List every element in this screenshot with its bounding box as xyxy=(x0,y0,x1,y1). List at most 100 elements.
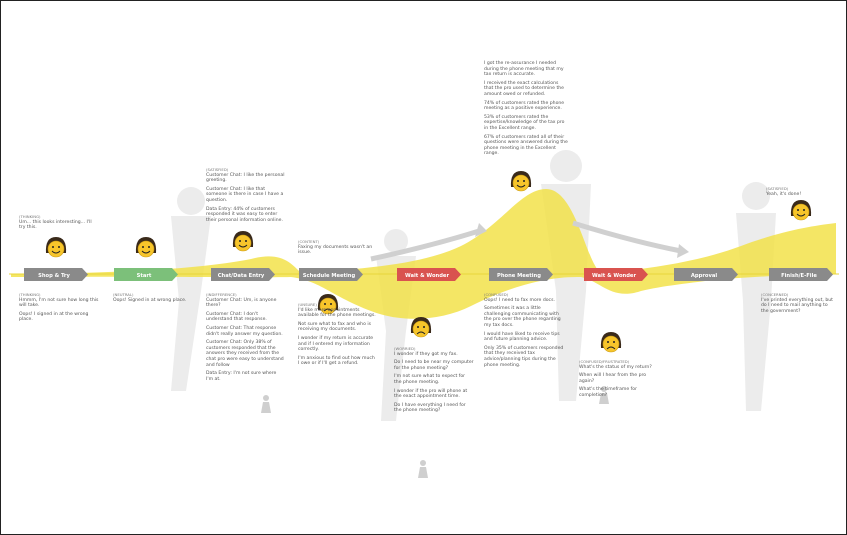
note: (CONFUSED) Oops! I need to fax more docs.… xyxy=(484,292,566,371)
eye xyxy=(52,246,54,248)
stage-label: Phone Meeting xyxy=(497,273,541,279)
note: (UNSURE) I'd like more appointments avail… xyxy=(298,302,376,370)
note-line: I wonder if they got my fax. xyxy=(394,351,458,357)
arrow xyxy=(370,228,480,262)
arrow-head xyxy=(677,244,689,258)
stage-chevron xyxy=(769,268,833,281)
note-line: I wonder if my return is accurate and if… xyxy=(298,335,374,353)
face xyxy=(512,174,530,192)
stage-label: Shop & Try xyxy=(38,273,70,279)
stage-chevron xyxy=(584,268,648,281)
face xyxy=(137,240,155,258)
note-line: Customer Chat: That response didn't real… xyxy=(206,325,283,337)
note-line: Um... this looks interesting... I'll try… xyxy=(19,219,92,231)
mood-tag: (THINKING) xyxy=(19,292,41,297)
mood-tag: (SATISFIED) xyxy=(206,167,229,172)
note-line: Sometimes it was a little challenging co… xyxy=(484,306,561,328)
note-line: When will I hear from the pro again? xyxy=(579,373,647,384)
note-line: I would have liked to receive tips and f… xyxy=(484,331,560,343)
note-line: Customer Chat: I don't understand that r… xyxy=(206,311,267,323)
mood-tag: (CONFUSED) xyxy=(484,292,509,297)
note: (WORRIED) I wonder if they got my fax. Do … xyxy=(394,346,474,417)
mood-tag: (CONCERNED) xyxy=(761,292,789,297)
note-line: Do I have everything I need for the phon… xyxy=(394,402,466,414)
note-line: Oops! I signed in at the wrong place. xyxy=(19,311,89,323)
note: (CONFUSED/FRUSTRATED) What's the status o… xyxy=(579,359,657,402)
note-line: Customer Chat: Um, is anyone there? xyxy=(206,297,277,309)
face xyxy=(47,240,65,258)
arrow xyxy=(572,220,682,254)
note-line: Oops! I need to fax more docs. xyxy=(484,297,555,303)
mouth xyxy=(323,308,333,312)
note-line: I got the re-assurance I needed during t… xyxy=(484,61,564,78)
note-line: Yeah, it's done! xyxy=(766,191,802,197)
note: (CONCERNED) I've printed everything out, … xyxy=(761,292,833,317)
stage-label: Finish/E-File xyxy=(781,273,817,279)
mood-tag: (UNSURE) xyxy=(298,302,317,307)
note-line: Not sure what to fax and who is receivin… xyxy=(298,321,372,333)
eye xyxy=(423,326,425,328)
note-line: 74% of customers rated the phone meeting… xyxy=(484,100,565,112)
stage-chevron xyxy=(397,268,461,281)
eye xyxy=(239,240,241,242)
arrow-head xyxy=(475,223,487,237)
stage-label: Wait & Wonder xyxy=(592,273,636,279)
stage-label: Approval xyxy=(691,273,717,279)
eye xyxy=(613,341,615,343)
mouth xyxy=(416,331,426,335)
note: (SATISFIED) Yeah, it's done! xyxy=(766,186,828,200)
mood-tag: (WORRIED) xyxy=(394,346,416,351)
mouth xyxy=(238,244,248,248)
eye xyxy=(417,326,419,328)
note-line: I'm anxious to find out how much I owe o… xyxy=(298,355,375,367)
stage-chevron xyxy=(489,268,553,281)
note-line: I'm not sure what to expect for the phon… xyxy=(394,374,466,385)
note-line: Customer Chat: I like the personal greet… xyxy=(206,172,285,184)
mood-tag: (THINKING) xyxy=(19,214,41,219)
note: (NEUTRAL) Oops! Signed in at wrong place. xyxy=(113,292,188,306)
note-line: Hmmm, I'm not sure how long this will ta… xyxy=(19,297,99,309)
stage-label: Wait & Wonder xyxy=(405,273,449,279)
face xyxy=(234,234,252,252)
mouth xyxy=(796,213,806,217)
note-line: Faxing my documents wasn't an issue. xyxy=(298,244,373,256)
emotion-curve xyxy=(11,189,836,319)
stage-chevron xyxy=(24,268,88,281)
eye xyxy=(148,246,150,248)
eye xyxy=(803,209,805,211)
note-line: Oops! Signed in at wrong place. xyxy=(113,297,187,303)
stage-chevron xyxy=(674,268,738,281)
face xyxy=(792,203,810,221)
eye xyxy=(330,303,332,305)
note-line: Data Entry: 44% of customers responded i… xyxy=(206,206,283,223)
note-line: I wonder if the pro will phone at the ex… xyxy=(394,388,468,400)
note: I got the re-assurance I needed during t… xyxy=(484,61,569,160)
mood-tag: (SATISFIED) xyxy=(766,186,789,191)
note-line: Do I need to be near my computer for the… xyxy=(394,360,474,371)
stage-chevron xyxy=(211,268,275,281)
note: (THINKING) Hmmm, I'm not sure how long th… xyxy=(19,292,101,326)
mouth xyxy=(141,250,151,254)
stage-label: Schedule Meeting xyxy=(303,273,356,279)
mood-tag: (NEUTRAL) xyxy=(113,292,134,297)
mood-tag: (INDIFFERENCE) xyxy=(206,292,237,297)
walker-icons xyxy=(261,386,609,478)
note-line: I received the exact calculations that t… xyxy=(484,80,565,97)
note-line: What's the status of my return? xyxy=(579,364,652,370)
eye xyxy=(523,180,525,182)
eye xyxy=(58,246,60,248)
note: (SATISFIED) Customer Chat: I like the per… xyxy=(206,167,286,226)
mood-tag: (CONFUSED/FRUSTRATED) xyxy=(579,359,630,364)
eye xyxy=(324,303,326,305)
eye xyxy=(607,341,609,343)
note-line: I've printed everything out, but do I ne… xyxy=(761,297,833,314)
note-line: Only 35% of customers responded that the… xyxy=(484,345,564,368)
note-line: Customer Chat: I like that someone is th… xyxy=(206,186,284,203)
note-line: I'd like more appointments available for… xyxy=(298,307,376,319)
note-line: What's the timeframe for completion? xyxy=(579,387,637,398)
face xyxy=(412,320,430,338)
note-line: Customer Chat: Only 38% of customers res… xyxy=(206,340,284,368)
stage-chevron xyxy=(114,268,178,281)
